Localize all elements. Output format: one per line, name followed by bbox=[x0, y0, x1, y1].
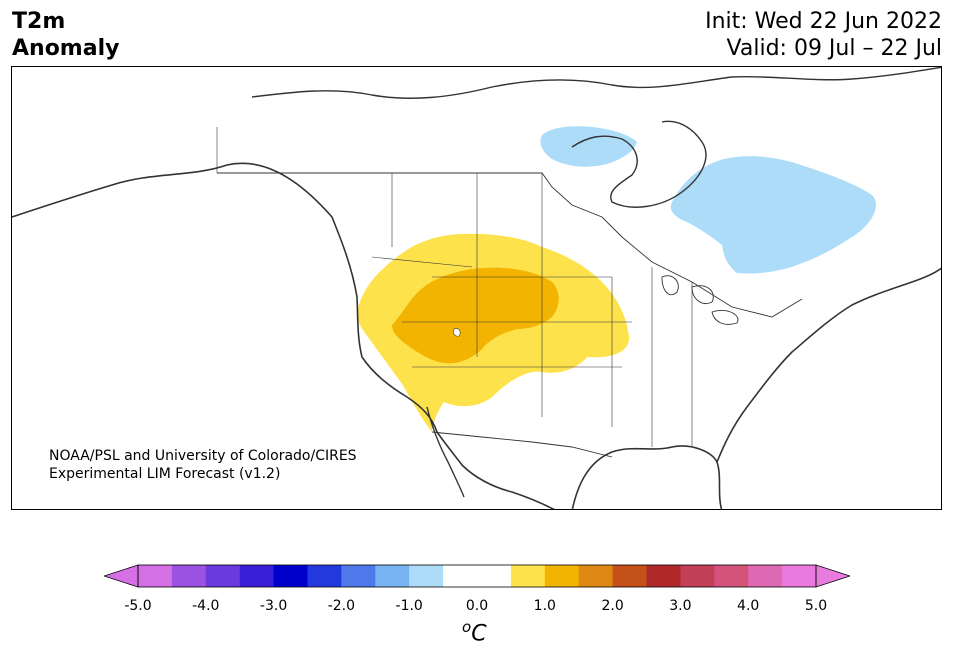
cool-anomaly-quebec bbox=[670, 156, 876, 274]
valid-range: Valid: 09 Jul – 22 Jul bbox=[726, 36, 942, 61]
colorbar-tick-label: -2.0 bbox=[327, 598, 356, 614]
colorbar-segment bbox=[273, 565, 308, 587]
colorbar-tick-label: -5.0 bbox=[124, 598, 152, 614]
colorbar-tick-label: -4.0 bbox=[192, 598, 220, 614]
arctic-coastline bbox=[251, 67, 941, 99]
colorbar-segment bbox=[443, 565, 478, 587]
baja-peninsula bbox=[426, 406, 465, 498]
colorbar-under-arrow bbox=[104, 564, 139, 588]
colorbar-segment bbox=[544, 565, 580, 587]
colorbar-tick-label: -3.0 bbox=[259, 598, 288, 614]
colorbar-segment bbox=[239, 565, 275, 587]
colorbar-tick-label: 1.0 bbox=[533, 598, 556, 614]
colorbar-outline bbox=[137, 564, 817, 588]
north-america-map bbox=[12, 67, 941, 509]
colorbar-segment bbox=[612, 565, 647, 587]
cool-anomaly-hudson bbox=[540, 126, 637, 167]
colorbar-segment bbox=[510, 565, 546, 587]
colorbar-segment bbox=[138, 565, 173, 587]
init-date: Init: Wed 22 Jun 2022 bbox=[705, 9, 942, 34]
hudson-bay-coast bbox=[571, 120, 707, 208]
us-mexico-border bbox=[431, 431, 613, 458]
east-coastline bbox=[716, 267, 941, 463]
colorbar bbox=[104, 564, 850, 588]
map-title: T2m Anomaly bbox=[12, 8, 119, 62]
unit-letter: C bbox=[471, 621, 487, 647]
colorbar-segments bbox=[138, 565, 817, 587]
colorbar-segment bbox=[375, 565, 410, 587]
colorbar-segment bbox=[680, 565, 715, 587]
colorbar-unit: oC bbox=[462, 618, 487, 646]
colorbar-segment bbox=[782, 565, 817, 587]
map-panel: NOAA/PSL and University of Colorado/CIRE… bbox=[11, 66, 942, 510]
colorbar-segment bbox=[477, 565, 512, 587]
state-lines bbox=[216, 127, 693, 447]
colorbar-segment bbox=[409, 565, 444, 587]
warm-anomaly-strong bbox=[392, 267, 559, 364]
great-lakes bbox=[661, 275, 739, 325]
colorbar-segment bbox=[646, 565, 681, 587]
credit-line-2: Experimental LIM Forecast (v1.2) bbox=[49, 466, 281, 482]
colorbar-tick-label: 2.0 bbox=[601, 598, 624, 614]
colorbar-over-arrow bbox=[815, 564, 850, 588]
colorbar-segment bbox=[171, 565, 207, 587]
title-subtitle: Anomaly bbox=[12, 36, 120, 61]
colorbar-segment bbox=[714, 565, 749, 587]
credit-text: NOAA/PSL and University of Colorado/CIRE… bbox=[49, 447, 357, 483]
great-salt-lake bbox=[453, 328, 461, 337]
colorbar-segment bbox=[205, 565, 241, 587]
gulf-coastline bbox=[571, 445, 723, 509]
colorbar-tick-label: 0.0 bbox=[465, 598, 489, 614]
colorbar-tick-label: 4.0 bbox=[737, 598, 760, 614]
colorbar-segment bbox=[578, 565, 614, 587]
colorbar-tick-label: -1.0 bbox=[395, 598, 423, 614]
colorbar-tick-label: 3.0 bbox=[669, 598, 692, 614]
colorbar-segment bbox=[307, 565, 342, 587]
west-coastline bbox=[12, 162, 555, 509]
forecast-dates: Init: Wed 22 Jun 2022 Valid: 09 Jul – 22… bbox=[705, 8, 942, 62]
credit-line-1: NOAA/PSL and University of Colorado/CIRE… bbox=[49, 448, 357, 464]
us-canada-border bbox=[217, 172, 803, 318]
anomaly-shading bbox=[356, 126, 876, 432]
colorbar-segment bbox=[748, 565, 783, 587]
colorbar-tick-label: 5.0 bbox=[804, 598, 828, 614]
unit-degree: o bbox=[462, 618, 472, 636]
colorbar-segment bbox=[341, 565, 376, 587]
boundaries bbox=[12, 67, 941, 509]
title-variable: T2m bbox=[12, 9, 66, 34]
